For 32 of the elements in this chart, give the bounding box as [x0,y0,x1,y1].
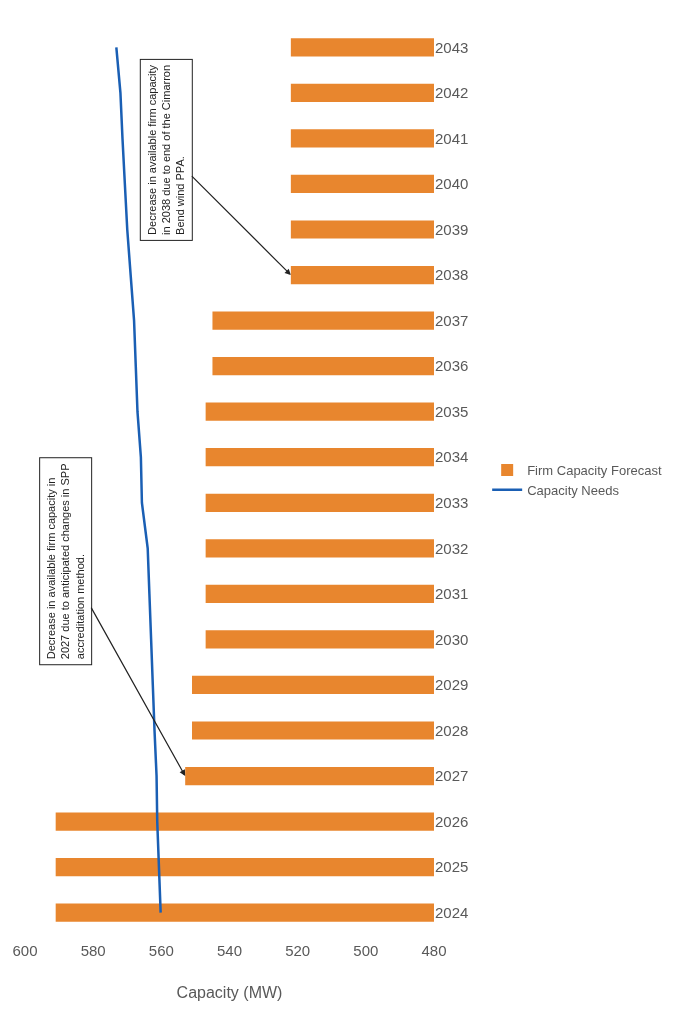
y-tick-label: 2029 [435,676,469,694]
y-tick-label: 2042 [435,84,469,102]
x-tick-label: 500 [353,942,379,959]
x-axis-title: Capacity (MW) [176,984,283,1001]
x-tick-label: 560 [148,942,174,959]
x-tick-label: 600 [12,942,38,959]
y-tick-label: 2031 [435,585,469,603]
x-tick-label: 540 [216,942,243,959]
y-tick-label: 2036 [435,357,469,375]
y-tick-label: 2032 [435,539,469,557]
y-tick-label: 2025 [435,858,469,876]
y-tick-label: 2030 [435,630,469,648]
y-tick-label: 2038 [435,266,469,284]
y-tick-label: 2034 [435,448,469,466]
y-tick-label: 2028 [435,721,469,739]
y-tick-label: 2040 [435,175,469,193]
x-tick-label: 580 [80,942,106,959]
y-tick-label: 2037 [435,311,469,329]
annotation: Decrease in available firm capacity in 2038 due to end of the Cimarron Bend wind PPA. [145,64,187,235]
y-tick-label: 2039 [435,220,469,238]
y-tick-label: 2043 [435,38,469,56]
legend-label: Capacity Needs [527,482,620,498]
annotation: Decrease in available firm capacity in 2027 due to anticipated changes in SPP accreditation method. [45,463,86,660]
y-tick-label: 2027 [435,767,469,785]
y-tick-label: 2024 [435,903,469,921]
x-tick-label: 520 [285,942,311,959]
legend-label: Firm Capacity Forecast [527,463,662,479]
x-tick-label: 480 [421,942,447,959]
y-tick-label: 2033 [435,494,469,512]
y-tick-label: 2041 [435,129,469,147]
y-tick-label: 2026 [435,812,469,830]
y-tick-label: 2035 [435,402,469,420]
